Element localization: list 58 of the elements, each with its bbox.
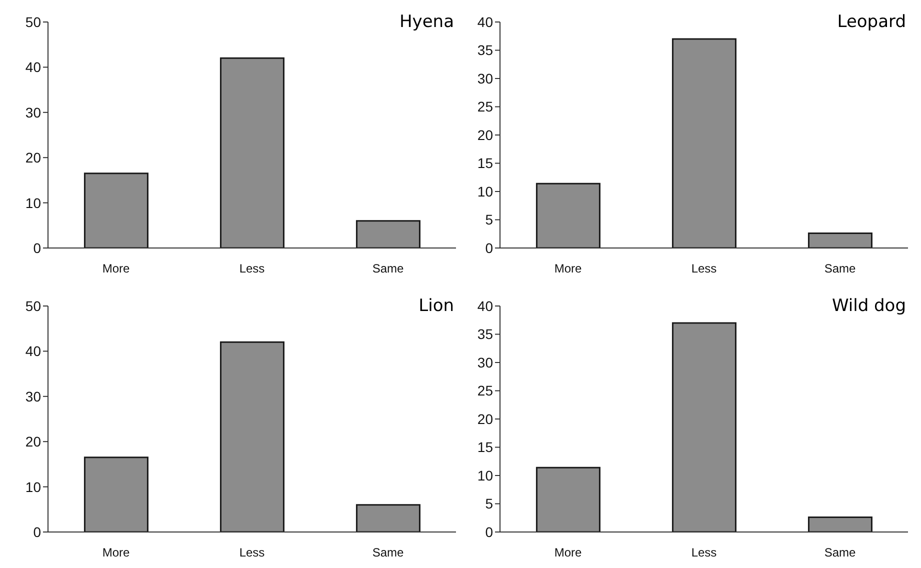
y-tick-label: 20: [477, 126, 494, 143]
x-tick-label: More: [102, 262, 130, 276]
bar: [84, 172, 148, 248]
bar: [220, 57, 284, 248]
y-tick-label: 10: [477, 183, 494, 200]
x-tick-label: Same: [372, 262, 404, 276]
y-tick-label: 35: [477, 42, 494, 58]
bar: [808, 516, 872, 532]
y-tick-label: 0: [485, 524, 494, 540]
x-tick-label: More: [102, 546, 130, 560]
y-tick-label: 30: [477, 70, 494, 86]
y-tick-label: 5: [485, 496, 494, 512]
y-tick-label: 10: [477, 467, 494, 484]
y-tick-label: 0: [33, 240, 42, 256]
x-tick-label: Same: [372, 546, 404, 560]
y-tick-label: 10: [25, 194, 42, 211]
x-tick-label: Less: [239, 546, 265, 560]
y-tick-label: 10: [25, 478, 42, 495]
y-tick-label: 40: [477, 298, 494, 314]
y-tick-label: 15: [477, 439, 494, 456]
bar: [672, 322, 736, 532]
y-tick-label: 5: [485, 212, 494, 228]
y-tick-label: 50: [25, 14, 42, 30]
y-tick-label: 20: [25, 150, 42, 166]
bar: [672, 38, 736, 248]
y-tick-label: 50: [25, 298, 42, 314]
y-tick-label: 40: [25, 59, 42, 76]
chart-title: Leopard: [837, 12, 906, 32]
bar: [808, 232, 872, 248]
chart-title: Lion: [418, 296, 454, 316]
bar: [84, 456, 148, 532]
y-tick-label: 25: [477, 382, 494, 399]
y-tick-label: 30: [477, 354, 494, 370]
y-tick-label: 25: [477, 98, 494, 115]
bar: [356, 504, 420, 532]
x-tick-label: Less: [691, 546, 717, 560]
y-tick-label: 20: [25, 434, 42, 450]
x-tick-label: Same: [824, 546, 856, 560]
bar: [536, 182, 600, 248]
x-tick-label: Same: [824, 262, 856, 276]
x-tick-label: More: [554, 262, 582, 276]
bar: [536, 466, 600, 532]
y-tick-label: 0: [33, 524, 42, 540]
x-tick-label: More: [554, 546, 582, 560]
x-tick-label: Less: [239, 262, 265, 276]
y-tick-label: 0: [485, 240, 494, 256]
y-tick-label: 30: [25, 388, 42, 404]
chart-title: Hyena: [400, 12, 454, 32]
y-tick-label: 20: [477, 410, 494, 427]
x-tick-label: Less: [691, 262, 717, 276]
y-tick-label: 40: [477, 14, 494, 30]
bar: [220, 341, 284, 532]
bar: [356, 220, 420, 248]
chart-title: Wild dog: [832, 296, 906, 316]
y-tick-label: 30: [25, 104, 42, 120]
y-tick-label: 40: [25, 343, 42, 360]
y-tick-label: 35: [477, 326, 494, 342]
y-tick-label: 15: [477, 155, 494, 172]
